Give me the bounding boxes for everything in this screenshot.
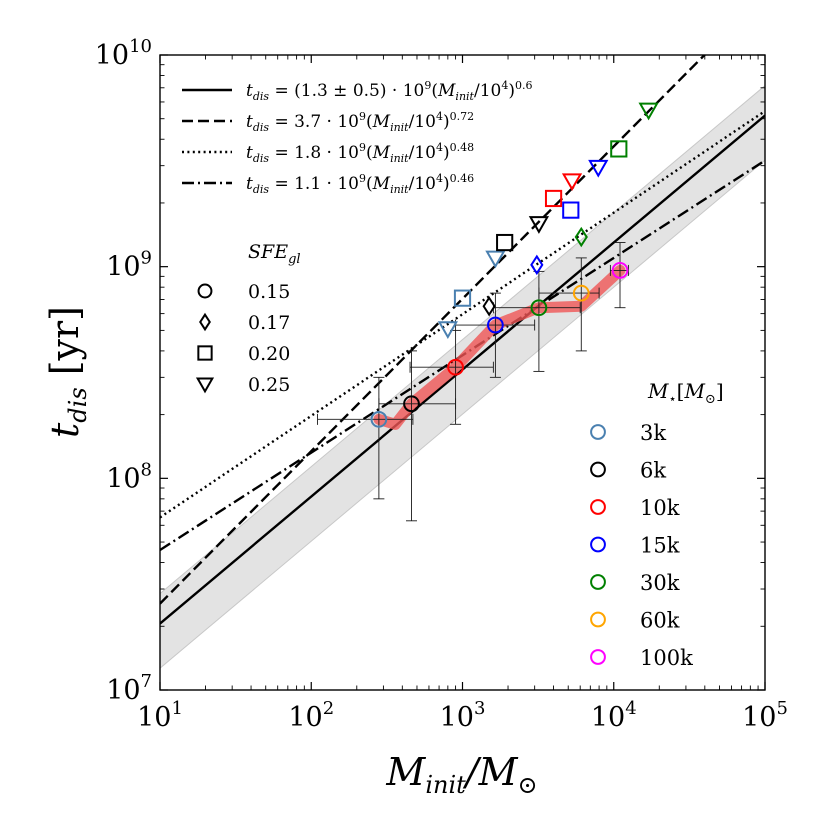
fit-dotted-legend-label: tdis = 1.8 · 109(Minit/104)0.48 xyxy=(246,141,474,165)
data-point-triangle-8 xyxy=(561,173,583,192)
markers-layer xyxy=(370,102,659,428)
data-point-triangle-11 xyxy=(588,159,609,178)
legend-layer: tdis = (1.3 ± 0.5) · 109(Minit/104)0.6 td… xyxy=(182,79,724,670)
x-tick-label: 105 xyxy=(742,698,788,733)
mass-legend-15k-marker xyxy=(590,536,606,553)
data-point-circle-1 xyxy=(403,395,420,413)
mass-legend-label: 3k xyxy=(640,421,666,445)
data-point-triangle-5 xyxy=(528,216,550,234)
y-tick-label: 1010 xyxy=(95,36,152,71)
data-point-circle-6 xyxy=(611,262,629,279)
band-layer xyxy=(160,84,765,669)
error-bar-1 xyxy=(378,350,457,522)
sfe-legend-label: 0.20 xyxy=(248,343,290,365)
x-tick-label: 101 xyxy=(137,698,183,733)
data-point-triangle-3 xyxy=(485,250,506,269)
x-tick-label: 102 xyxy=(288,698,334,733)
mass-legend-label: 60k xyxy=(640,609,680,633)
sfe-legend-label: 0.17 xyxy=(248,312,290,334)
fit-dashed-legend-label: tdis = 3.7 · 109(Minit/104)0.72 xyxy=(246,110,474,134)
data-point-diamond-10 xyxy=(574,226,588,248)
fit-uncertainty-band xyxy=(160,84,765,669)
error-bars-layer xyxy=(317,242,629,522)
x-tick-label: 104 xyxy=(591,698,637,733)
data-point-square-7 xyxy=(544,189,563,208)
x-axis-label: Minit/M⊙ xyxy=(385,750,537,799)
fit-dashdot-legend-label: tdis = 1.1 · 109(Minit/104)0.46 xyxy=(246,172,474,196)
sfe-legend-circle-marker xyxy=(197,283,213,299)
mass-legend-label: 100k xyxy=(640,646,693,670)
fit-solid-legend-label: tdis = (1.3 ± 0.5) · 109(Minit/104)0.6 xyxy=(246,79,532,103)
axis-labels-layer: Minit/M⊙ tdis [yr] xyxy=(43,306,538,799)
data-point-square-4 xyxy=(496,233,514,252)
data-point-circle-0 xyxy=(370,410,388,428)
data-point-circle-3 xyxy=(487,316,504,334)
mass-legend-label: 10k xyxy=(640,496,680,520)
mass-legend-label: 6k xyxy=(640,459,666,483)
data-point-circle-4 xyxy=(530,299,548,317)
y-tick-label: 109 xyxy=(106,248,152,283)
mean-trend-band xyxy=(373,264,626,430)
data-point-circle-5 xyxy=(572,284,590,302)
y-axis-label: tdis [yr] xyxy=(43,306,92,438)
mass-legend-3k-marker xyxy=(590,424,606,440)
y-tick-label: 108 xyxy=(106,459,152,494)
mass-legend-label: 30k xyxy=(640,571,680,595)
sfe-legend-diamond-marker xyxy=(199,312,211,332)
mass-legend-100k-marker xyxy=(590,649,606,665)
mass-legend-60k-marker xyxy=(590,611,606,628)
data-point-diamond-1 xyxy=(482,296,496,317)
mass-legend-30k-marker xyxy=(590,574,606,590)
mass-legend-label: 15k xyxy=(640,534,680,558)
data-point-circle-2 xyxy=(447,358,464,376)
mass-legend-title: M⋆[M⊙] xyxy=(647,379,724,407)
data-point-square-12 xyxy=(610,140,628,158)
axes-layer: 101 102 103 104 105 107 108 109 1010 xyxy=(95,36,788,733)
data-point-square-9 xyxy=(562,201,580,219)
sfe-legend-label: 0.25 xyxy=(248,374,290,396)
data-point-diamond-6 xyxy=(530,254,544,276)
mass-legend-6k-marker xyxy=(590,461,606,478)
mass-legend-10k-marker xyxy=(590,499,606,515)
x-tick-label: 103 xyxy=(440,698,486,733)
sfe-legend-label: 0.15 xyxy=(248,281,290,303)
data-point-square-2 xyxy=(453,289,472,307)
y-tick-label: 107 xyxy=(106,671,152,706)
data-point-triangle-0 xyxy=(437,321,458,339)
sfe-legend-square-marker xyxy=(197,345,213,361)
error-bar-0 xyxy=(317,376,414,500)
data-point-triangle-13 xyxy=(638,102,659,121)
sfe-legend-triangle-marker xyxy=(195,377,215,394)
sfe-legend-title: SFEgl xyxy=(248,241,301,267)
red-trend-layer xyxy=(373,264,626,430)
